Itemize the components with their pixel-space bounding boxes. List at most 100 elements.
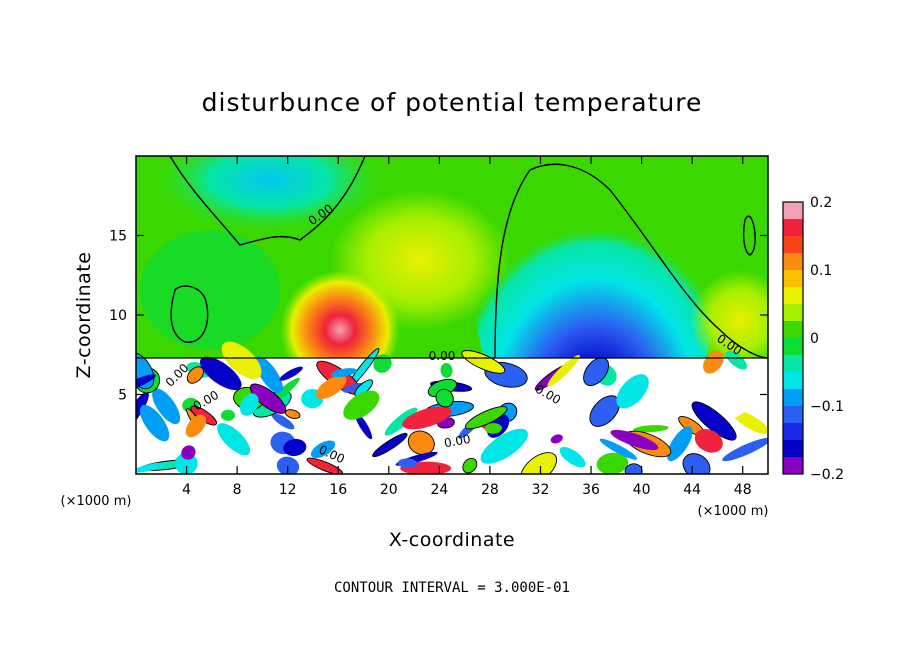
turbulent-eddy bbox=[596, 452, 629, 474]
y-tick-label: 15 bbox=[109, 229, 127, 245]
turbulent-eddy bbox=[632, 425, 669, 433]
turbulent-eddy bbox=[249, 383, 287, 414]
turbulent-eddy bbox=[342, 382, 365, 393]
turbulent-eddy bbox=[461, 350, 506, 374]
turbulent-eddy bbox=[732, 410, 768, 434]
colorbar-swatch bbox=[783, 423, 803, 441]
turbulent-eddy bbox=[464, 406, 508, 430]
turbulent-eddy bbox=[284, 409, 301, 420]
turbulent-eddy bbox=[136, 462, 167, 473]
turbulent-eddy bbox=[354, 412, 373, 440]
green-patch-left bbox=[140, 230, 280, 350]
turbulent-eddy bbox=[547, 355, 580, 387]
contour-label: 0.00 bbox=[443, 432, 472, 450]
turbulent-eddy bbox=[254, 356, 284, 394]
colorbar-swatch bbox=[783, 372, 803, 390]
colorbar-tick-label: −0.1 bbox=[810, 399, 844, 415]
colorbar-swatch bbox=[783, 338, 803, 356]
colorbar-swatch bbox=[783, 253, 803, 271]
colorbar-swatch bbox=[783, 440, 803, 458]
colorbar-swatch bbox=[783, 355, 803, 373]
turbulent-eddy bbox=[407, 430, 435, 456]
turbulent-eddy bbox=[279, 366, 303, 381]
x-tick-label: 16 bbox=[329, 482, 347, 498]
colorbar-frame bbox=[782, 201, 804, 475]
turbulent-eddy bbox=[440, 363, 453, 378]
x-tick-label: 36 bbox=[582, 482, 600, 498]
turbulent-eddy bbox=[666, 426, 693, 462]
y-axis-label: Z-coordinate bbox=[73, 252, 95, 379]
chart-title: disturbunce of potential temperature bbox=[202, 88, 703, 117]
turbulent-eddy bbox=[435, 388, 454, 408]
x-tick-label: 40 bbox=[633, 482, 651, 498]
contour-label: 0.00 bbox=[429, 349, 456, 363]
turbulent-eddy bbox=[239, 393, 259, 416]
turbulent-eddy bbox=[283, 438, 307, 457]
colorbar-ticks: 0.2 0.1 0 −0.1 −0.2 bbox=[810, 195, 844, 483]
contour-line bbox=[169, 156, 366, 246]
colorbar bbox=[782, 201, 804, 475]
turbulent-eddy bbox=[725, 350, 748, 370]
turbulent-eddy bbox=[722, 437, 768, 462]
colorbar-swatch bbox=[783, 287, 803, 305]
x-tick-label: 32 bbox=[532, 482, 550, 498]
turbulent-eddy bbox=[402, 406, 452, 430]
colorbar-swatch bbox=[783, 219, 803, 237]
colorbar-swatch bbox=[783, 236, 803, 254]
turbulent-eddy bbox=[703, 350, 724, 374]
colorbar-tick-label: 0 bbox=[810, 331, 819, 347]
x-axis-unit-right: (×1000 m) bbox=[698, 504, 769, 519]
turbulent-eddy bbox=[691, 401, 737, 441]
turbulent-eddy bbox=[610, 429, 659, 450]
x-tick-label: 20 bbox=[380, 482, 398, 498]
colorbar-tick-label: 0.1 bbox=[810, 263, 832, 279]
turbulent-eddy bbox=[217, 423, 251, 456]
colorbar-swatch bbox=[783, 202, 803, 220]
x-tick-label: 28 bbox=[481, 482, 499, 498]
yellow-region-right bbox=[690, 270, 768, 370]
turbulent-eddy bbox=[372, 432, 408, 458]
turbulent-eddy bbox=[384, 407, 418, 436]
turbulent-eddy bbox=[136, 374, 156, 392]
cyan-minimum-upper-left bbox=[150, 156, 390, 235]
turbulent-eddy bbox=[520, 452, 558, 474]
colorbar-swatch bbox=[783, 457, 803, 475]
x-tick-label: 44 bbox=[683, 482, 701, 498]
y-tick-label: 10 bbox=[109, 308, 127, 324]
turbulent-eddy bbox=[682, 453, 711, 474]
turbulent-eddy bbox=[316, 375, 347, 400]
turbulent-eddy bbox=[221, 341, 262, 379]
turbulent-eddy bbox=[550, 434, 563, 444]
contour-lines bbox=[136, 156, 768, 359]
turbulent-eddy bbox=[181, 445, 196, 460]
turbulent-eddy bbox=[397, 458, 418, 468]
x-tick-label: 48 bbox=[734, 482, 752, 498]
turbulent-eddy bbox=[694, 429, 723, 453]
colorbar-tick-label: −0.2 bbox=[810, 467, 844, 483]
turbulent-eddy bbox=[724, 392, 753, 419]
colorbar-tick-label: 0.2 bbox=[810, 195, 832, 211]
turbulent-eddy bbox=[330, 368, 358, 378]
colorbar-swatch bbox=[783, 321, 803, 339]
x-axis-label: X-coordinate bbox=[389, 529, 515, 551]
x-tick-label: 8 bbox=[233, 482, 242, 498]
turbulent-eddy bbox=[462, 457, 478, 474]
turbulent-eddy bbox=[376, 364, 429, 383]
turbulent-eddy bbox=[599, 438, 638, 460]
x-axis-unit-left: (×1000 m) bbox=[61, 494, 132, 509]
turbulent-eddy bbox=[220, 409, 236, 421]
turbulent-layer bbox=[136, 341, 768, 474]
turbulent-eddy bbox=[185, 414, 207, 438]
colorbar-swatch bbox=[783, 270, 803, 288]
turbulent-eddy bbox=[310, 440, 336, 459]
contour-line bbox=[742, 215, 756, 256]
y-axis-ticks: 5 10 15 bbox=[109, 229, 768, 404]
turbulent-eddy bbox=[152, 388, 181, 425]
field-area bbox=[136, 156, 768, 474]
y-tick-label: 5 bbox=[118, 388, 127, 404]
x-tick-label: 4 bbox=[182, 482, 191, 498]
turbulent-eddy bbox=[271, 413, 295, 430]
x-tick-label: 24 bbox=[430, 482, 448, 498]
turbulent-eddy bbox=[199, 356, 242, 391]
